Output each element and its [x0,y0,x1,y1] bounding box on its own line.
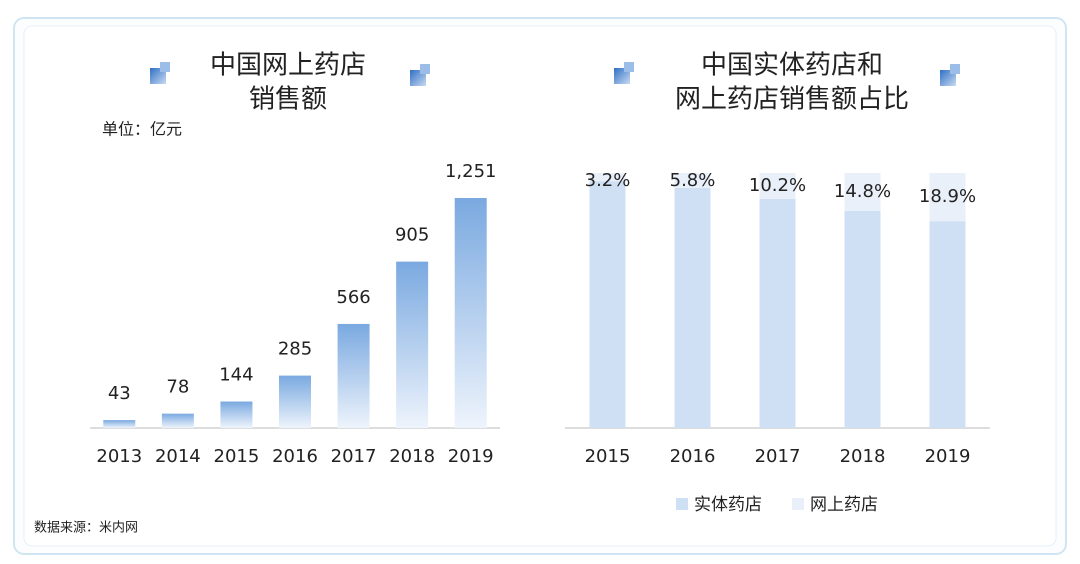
x-tick-label: 2015 [585,446,631,467]
data-label: 905 [395,225,429,246]
bar-segment [759,199,796,428]
legend-swatch [676,498,688,510]
x-tick-label: 2017 [755,446,801,467]
data-label: 144 [219,365,253,386]
x-tick-label: 2017 [331,446,377,467]
data-label: 1,251 [445,161,497,182]
bar [337,323,370,428]
bar-segment [844,173,881,211]
bar-segment [674,173,711,188]
x-tick-label: 2013 [96,446,142,467]
chart-title: 中国网上药店 [210,51,366,81]
x-tick-label: 2018 [840,446,886,467]
data-label: 43 [108,383,131,404]
data-label: 10.2% [749,175,806,196]
chart-title: 中国实体药店和 [701,51,883,81]
bar-segment [589,173,626,182]
bar-segment [844,210,881,428]
title-decor [150,62,960,86]
bar [396,261,429,428]
chart-title: 销售额 [249,85,327,115]
unit-label: 单位：亿元 [102,120,182,139]
x-tick-label: 2016 [670,446,716,467]
bar [161,413,194,428]
data-label: 78 [166,377,189,398]
bar-segment [929,221,966,428]
data-label: 5.8% [670,170,716,191]
x-tick-label: 2016 [272,446,318,467]
x-tick-label: 2015 [214,446,260,467]
bar-segment [759,173,796,200]
bar-segment [929,173,966,222]
bar [103,420,136,428]
legend-swatch [792,498,804,510]
source-note: 数据来源：米内网 [34,520,138,536]
x-tick-label: 2018 [389,446,435,467]
data-label: 14.8% [834,181,891,202]
bar [454,198,487,428]
x-tick-label: 2019 [925,446,971,467]
x-tick-label: 2014 [155,446,201,467]
chart-title: 网上药店销售额占比 [675,85,909,115]
data-label: 566 [336,287,370,308]
data-label: 285 [278,339,312,360]
x-tick-label: 2019 [448,446,494,467]
legend-label: 实体药店 [694,495,762,515]
bar [279,375,311,428]
bar-segment [589,181,626,428]
legend-label: 网上药店 [810,495,878,515]
bar [220,401,253,428]
data-label: 18.9% [919,186,976,207]
bar-segment [674,187,711,428]
data-label: 3.2% [585,170,631,191]
